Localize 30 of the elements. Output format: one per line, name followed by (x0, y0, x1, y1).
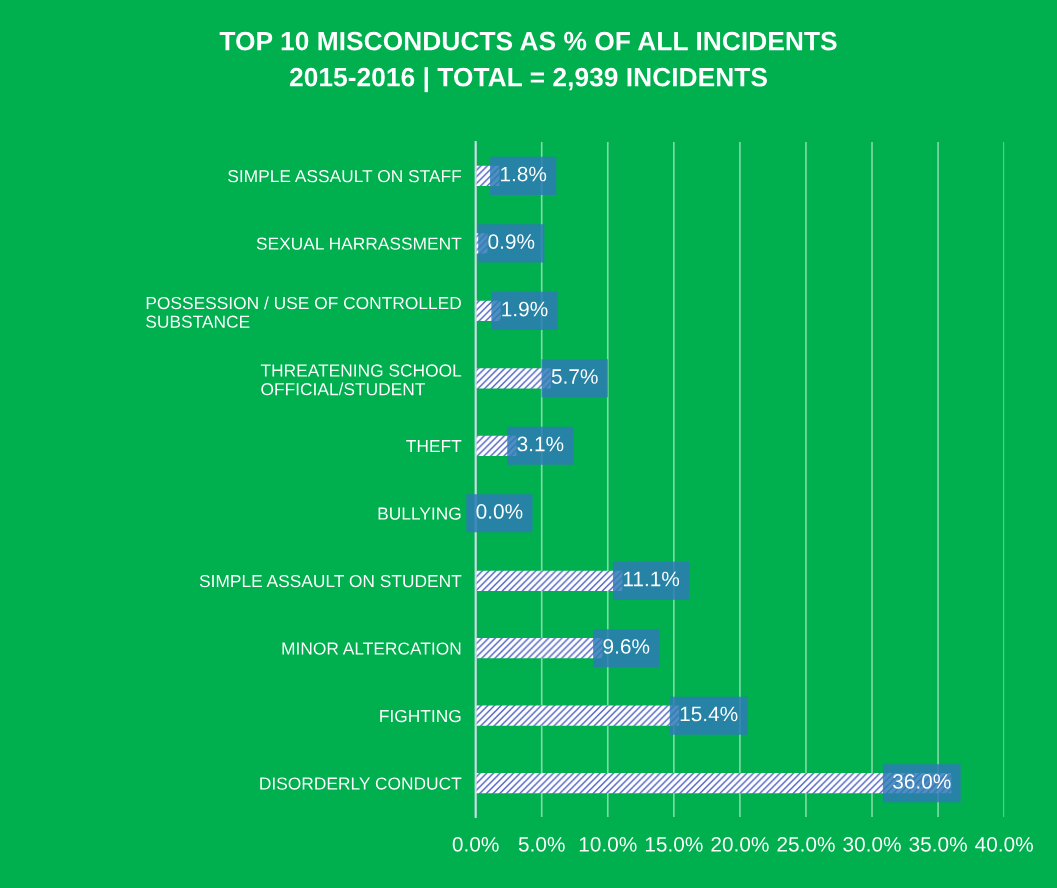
y-tick-label: POSSESSION / USE OF CONTROLLED SUBSTANCE (146, 296, 461, 328)
x-tick-label: 0.0% (452, 836, 499, 852)
data-label: 9.6% (603, 639, 650, 654)
data-label: 0.9% (488, 234, 535, 249)
y-tick-label: DISORDERLY CONDUCT (260, 777, 462, 790)
data-label: 5.7% (551, 369, 598, 384)
x-tick-label: 20.0% (711, 836, 769, 852)
x-tick-label: 5.0% (518, 836, 565, 852)
x-tick-label: 15.0% (645, 836, 703, 852)
x-tick-label: 10.0% (579, 836, 637, 852)
y-tick-label: SEXUAL HARRASSMENT (256, 237, 462, 250)
data-label: 1.9% (502, 301, 548, 317)
x-tick-label: 25.0% (777, 836, 835, 852)
y-tick-label: MINOR ALTERCATION (282, 642, 461, 655)
x-tick-label: 40.0% (975, 836, 1033, 852)
x-tick-label: 30.0% (843, 836, 901, 852)
chart-title: TOP 10 MISCONDUCTS AS % OF ALL INCIDENTS 2015-2016 | TOTAL = 2,939 INCIDENTS (219, 31, 837, 93)
x-tick-label: 35.0% (909, 836, 967, 852)
data-label: 0.0% (476, 504, 523, 519)
y-tick-label: SIMPLE ASSAULT ON STAFF (228, 169, 462, 183)
y-tick-label: THEFT (406, 440, 462, 453)
data-label: 11.1% (623, 571, 680, 587)
y-tick-label: THREATENING SCHOOL OFFICIAL/STUDENT (260, 364, 462, 396)
y-tick-label: SIMPLE ASSAULT ON STUDENT (199, 574, 462, 588)
y-tick-label: FIGHTING (380, 709, 461, 723)
y-tick-label: BULLYING (378, 507, 461, 520)
data-label: 1.8% (501, 166, 547, 182)
data-label: 15.4% (680, 706, 738, 722)
data-label: 36.0% (893, 774, 951, 789)
data-label: 3.1% (517, 436, 564, 452)
